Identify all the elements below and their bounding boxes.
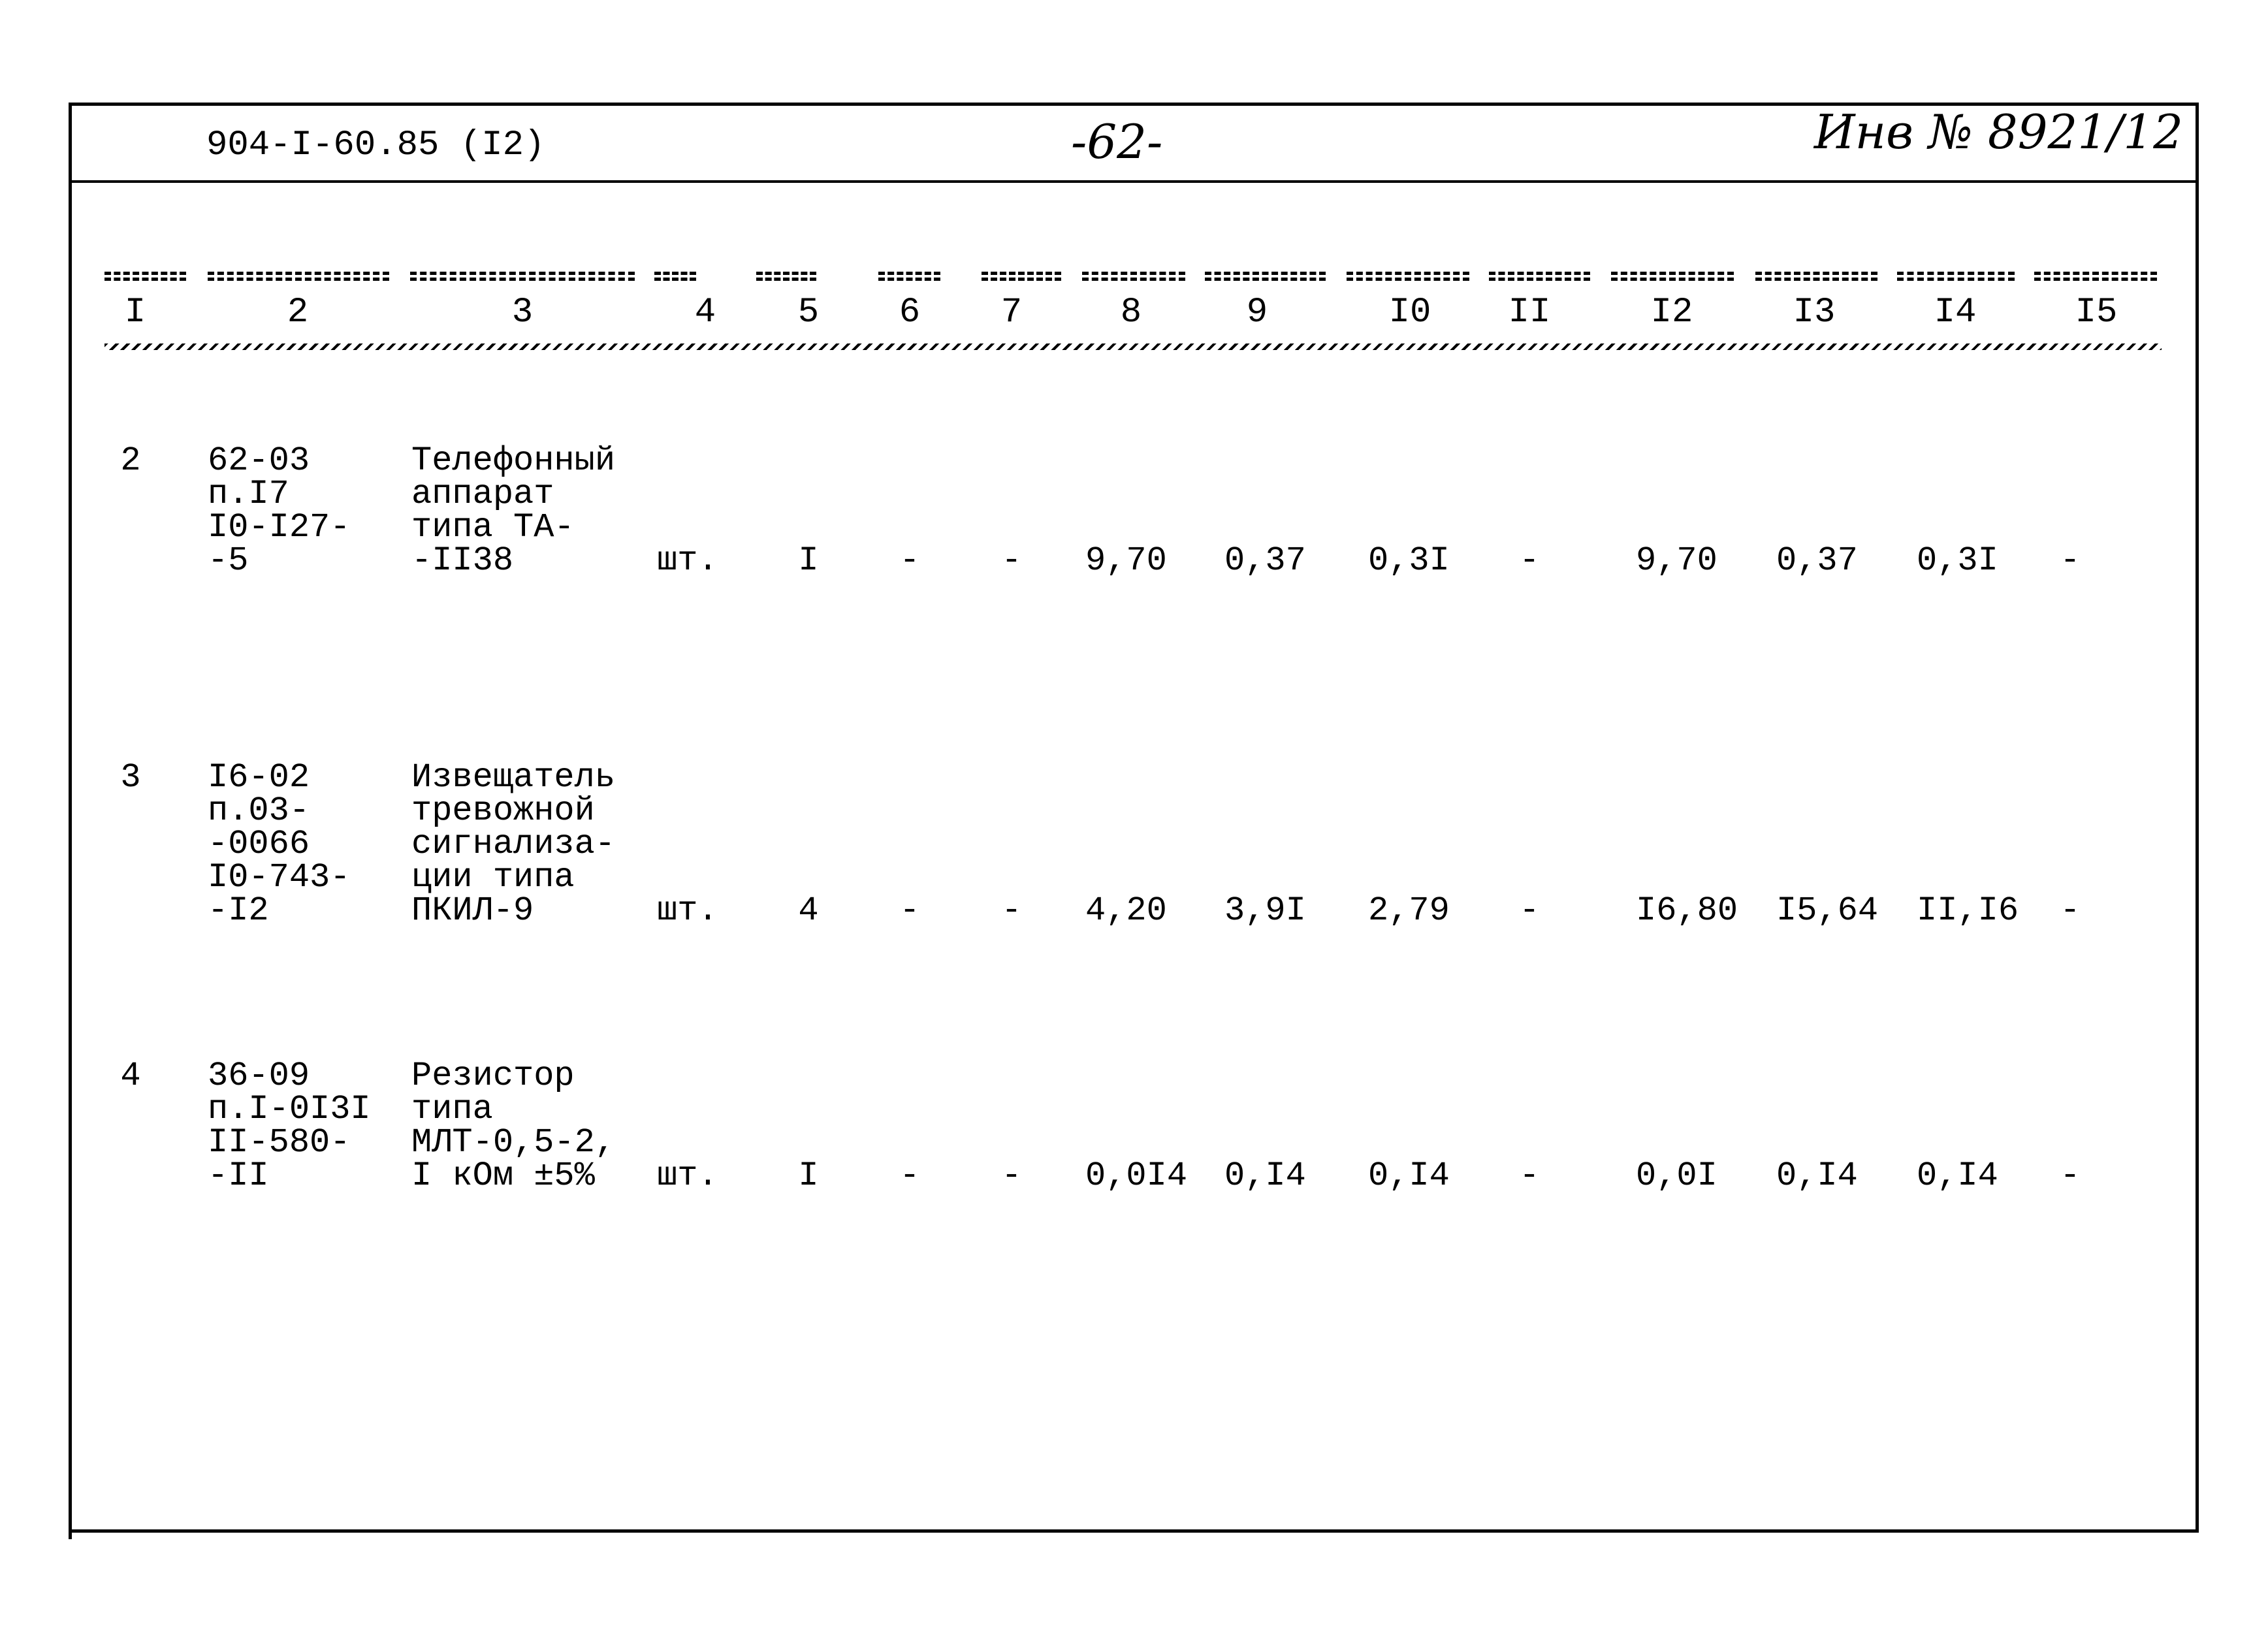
column-double-rule: [756, 272, 816, 281]
column-number: I: [124, 293, 146, 332]
cell-c14: 0,3I: [1917, 541, 1998, 580]
cell-c7: -: [1001, 541, 1022, 580]
cell-c6: -: [899, 891, 920, 930]
cell-c14: II,I6: [1917, 891, 2019, 930]
column-number: 6: [899, 293, 921, 332]
cell-unit: шт.: [657, 541, 718, 580]
column-double-rule: [208, 272, 389, 281]
cell-unit: шт.: [657, 891, 718, 930]
column-number: 7: [1000, 293, 1023, 332]
cell-c15: -: [2060, 891, 2081, 930]
cell-c9: 3,9I: [1224, 891, 1306, 930]
cell-c15: -: [2060, 541, 2081, 580]
column-double-rule: [654, 272, 696, 281]
cell-c8: 0,0I4: [1085, 1157, 1188, 1195]
column-number: 3: [511, 293, 534, 332]
column-number: 4: [694, 293, 716, 332]
cell-name: Извещатель тревожной сигнализа- ции типа…: [411, 758, 616, 930]
header-wavy-rule: [104, 343, 2162, 350]
cell-qty: I: [798, 1157, 819, 1195]
column-number: I5: [2075, 293, 2118, 332]
cell-c11: -: [1519, 541, 1540, 580]
header-divider: [69, 180, 2199, 183]
cell-c8: 4,20: [1085, 891, 1167, 930]
column-double-rule: [1082, 272, 1185, 281]
cell-no: 3: [120, 758, 141, 797]
cell-c11: -: [1519, 1157, 1540, 1195]
column-number: 2: [287, 293, 309, 332]
page-number: -62-: [1071, 114, 1163, 169]
document-code: 904-I-60.85 (I2): [206, 125, 545, 165]
cell-c13: 0,I4: [1776, 1157, 1858, 1195]
cell-unit: шт.: [657, 1157, 718, 1195]
cell-c11: -: [1519, 891, 1540, 930]
cell-c8: 9,70: [1085, 541, 1167, 580]
cell-c6: -: [899, 541, 920, 580]
column-number: I4: [1934, 293, 1977, 332]
column-number: I2: [1650, 293, 1693, 332]
cell-c10: 0,3I: [1368, 541, 1450, 580]
cell-c12: 0,0I: [1636, 1157, 1717, 1195]
cell-c9: 0,37: [1224, 541, 1306, 580]
cell-c10: 2,79: [1368, 891, 1450, 930]
cell-c13: I5,64: [1776, 891, 1879, 930]
frame-top-border: [69, 103, 2199, 106]
cell-c7: -: [1001, 1157, 1022, 1195]
cell-no: 2: [120, 441, 141, 480]
column-number: 8: [1120, 293, 1142, 332]
cell-code: I6-02 п.03- -0066 I0-743- -I2: [208, 758, 351, 930]
frame-right-border: [2196, 103, 2199, 1533]
cell-code: 36-09 п.I-0I3I II-580- -II: [208, 1057, 371, 1195]
cell-c9: 0,I4: [1224, 1157, 1306, 1195]
column-double-rule: [878, 272, 940, 281]
column-double-rule: [1755, 272, 1877, 281]
column-double-rule: [1205, 272, 1326, 281]
frame-left-border: [69, 103, 72, 1539]
column-number: 9: [1246, 293, 1268, 332]
column-double-rule: [2034, 272, 2157, 281]
cell-c6: -: [899, 1157, 920, 1195]
column-double-rule: [982, 272, 1061, 281]
column-double-rule: [1897, 272, 2015, 281]
inventory-number: Инв № 8921/12: [1813, 104, 2183, 159]
column-number: I3: [1793, 293, 1836, 332]
column-double-rule: [1347, 272, 1469, 281]
cell-name: Телефонный аппарат типа ТА- -II38: [411, 441, 616, 580]
cell-c10: 0,I4: [1368, 1157, 1450, 1195]
cell-code: 62-03 п.I7 I0-I27- -5: [208, 441, 351, 580]
column-double-rule: [1611, 272, 1734, 281]
cell-name: Резистор типа МЛТ-0,5-2, I кОм ±5%: [411, 1057, 616, 1195]
cell-c12: I6,80: [1636, 891, 1738, 930]
column-number: 5: [797, 293, 820, 332]
cell-qty: 4: [798, 891, 819, 930]
column-number: II: [1508, 293, 1551, 332]
frame-bottom-border: [69, 1529, 2199, 1533]
cell-c12: 9,70: [1636, 541, 1717, 580]
column-double-rule: [104, 272, 186, 281]
cell-c15: -: [2060, 1157, 2081, 1195]
column-number: I0: [1388, 293, 1431, 332]
column-double-rule: [1489, 272, 1590, 281]
column-double-rule: [410, 272, 635, 281]
cell-no: 4: [120, 1057, 141, 1095]
cell-c13: 0,37: [1776, 541, 1858, 580]
cell-c7: -: [1001, 891, 1022, 930]
cell-qty: I: [798, 541, 819, 580]
cell-c14: 0,I4: [1917, 1157, 1998, 1195]
